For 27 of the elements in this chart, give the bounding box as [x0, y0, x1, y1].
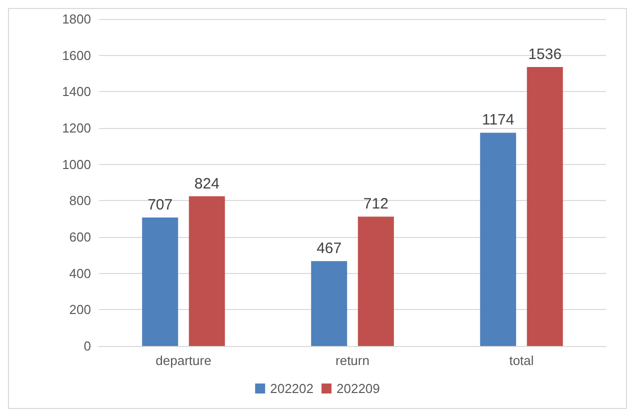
- y-tick-label: 600: [69, 230, 91, 244]
- y-tick-label: 1000: [62, 156, 91, 172]
- bar: [311, 261, 348, 346]
- y-tick-label: 0: [84, 338, 91, 354]
- legend-label: 202202: [270, 381, 314, 396]
- x-tick-label: departure: [156, 353, 212, 368]
- y-tick-label: 1400: [62, 84, 91, 100]
- y-tick-label: 400: [69, 266, 91, 281]
- data-label: 712: [363, 196, 388, 213]
- data-label: 824: [194, 175, 220, 192]
- data-label: 1174: [482, 112, 514, 129]
- bar: [358, 216, 394, 346]
- y-tick-label: 200: [69, 302, 91, 318]
- legend-label: 202209: [336, 381, 380, 396]
- data-label: 707: [148, 196, 173, 214]
- bar: [526, 66, 563, 346]
- x-tick-label: total: [509, 353, 534, 368]
- x-tick-label: return: [336, 353, 370, 368]
- bar: [188, 196, 225, 346]
- y-tick-label: 1800: [62, 12, 91, 26]
- data-label: 467: [316, 240, 342, 258]
- bar: [142, 218, 178, 346]
- y-tick-label: 1200: [62, 120, 91, 136]
- data-label: 1536: [528, 46, 562, 63]
- bar: [480, 132, 516, 346]
- y-tick-label: 1600: [62, 48, 91, 63]
- y-tick-label: 800: [69, 193, 91, 208]
